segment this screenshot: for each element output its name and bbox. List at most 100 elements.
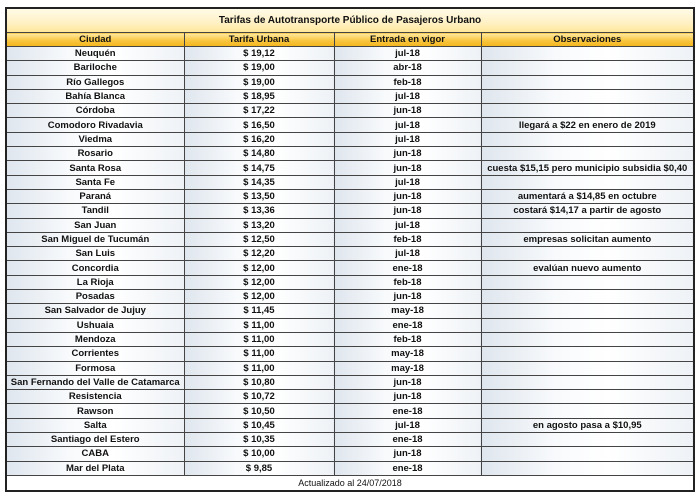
table-title: Tarifas de Autotransporte Público de Pas… bbox=[5, 7, 695, 33]
notes-cell bbox=[480, 374, 695, 391]
table-row: Río Gallegos $ 19,00 feb-18 bbox=[5, 74, 695, 90]
notes-cell: cuesta $15,15 pero municipio subsidia $0… bbox=[480, 160, 695, 176]
effective-date-cell: jul-18 bbox=[333, 174, 482, 190]
header-ciudad: Ciudad bbox=[5, 32, 185, 47]
table-row: Santiago del Estero $ 10,35 ene-18 bbox=[5, 432, 695, 448]
table-row: Santa Fe $ 14,35 jul-18 bbox=[5, 174, 695, 190]
table-row: Viedma $ 16,20 jul-18 bbox=[5, 131, 695, 148]
city-cell: Corrientes bbox=[5, 346, 185, 362]
fare-cell: $ 13,50 bbox=[183, 188, 335, 205]
fare-cell: $ 10,72 bbox=[183, 389, 335, 405]
table-row: Tandil $ 13,36 jun-18 costará $14,17 a part… bbox=[5, 203, 695, 219]
header-entrada: Entrada en vigor bbox=[333, 32, 482, 47]
effective-date-cell: may-18 bbox=[333, 303, 482, 319]
city-cell: Posadas bbox=[5, 289, 185, 305]
fare-cell: $ 10,50 bbox=[183, 403, 335, 419]
city-cell: San Luis bbox=[5, 246, 185, 262]
updated-note: Actualizado al 24/07/2018 bbox=[5, 474, 695, 492]
effective-date-cell: may-18 bbox=[333, 346, 482, 362]
effective-date-cell: ene-18 bbox=[333, 432, 482, 448]
effective-date-cell: feb-18 bbox=[333, 74, 482, 90]
effective-date-cell: jun-18 bbox=[333, 389, 482, 405]
notes-cell bbox=[480, 389, 695, 405]
table-row: San Fernando del Valle de Catamarca $ 10,… bbox=[5, 374, 695, 391]
notes-cell bbox=[480, 274, 695, 291]
table-row: Ushuaia $ 11,00 ene-18 bbox=[5, 317, 695, 333]
table-row: Resistencia $ 10,72 jun-18 bbox=[5, 389, 695, 405]
city-cell: Concordia bbox=[5, 260, 185, 276]
notes-cell: llegará a $22 en enero de 2019 bbox=[480, 117, 695, 133]
effective-date-cell: ene-18 bbox=[333, 460, 482, 476]
table-row: San Juan $ 13,20 jul-18 bbox=[5, 217, 695, 233]
fare-cell: $ 14,35 bbox=[183, 174, 335, 190]
city-cell: Santiago del Estero bbox=[5, 432, 185, 448]
fare-table: Tarifas de Autotransporte Público de Pas… bbox=[5, 7, 696, 492]
city-cell: CABA bbox=[5, 446, 185, 462]
fare-cell: $ 10,35 bbox=[183, 432, 335, 448]
effective-date-cell: feb-18 bbox=[333, 274, 482, 291]
city-cell: Viedma bbox=[5, 131, 185, 148]
table-row: Neuquén $ 19,12 jul-18 bbox=[5, 45, 695, 62]
fare-cell: $ 19,00 bbox=[183, 60, 335, 76]
effective-date-cell: jun-18 bbox=[333, 446, 482, 462]
fare-cell: $ 19,00 bbox=[183, 74, 335, 90]
effective-date-cell: jun-18 bbox=[333, 374, 482, 391]
table-title-row: Tarifas de Autotransporte Público de Pas… bbox=[5, 7, 695, 33]
effective-date-cell: jun-18 bbox=[333, 289, 482, 305]
notes-cell bbox=[480, 346, 695, 362]
effective-date-cell: abr-18 bbox=[333, 60, 482, 76]
notes-cell bbox=[480, 131, 695, 148]
fare-cell: $ 11,00 bbox=[183, 317, 335, 333]
effective-date-cell: jun-18 bbox=[333, 103, 482, 119]
effective-date-cell: jul-18 bbox=[333, 417, 482, 434]
table-row: Córdoba $ 17,22 jun-18 bbox=[5, 103, 695, 119]
table-row: San Salvador de Jujuy $ 11,45 may-18 bbox=[5, 303, 695, 319]
notes-cell: empresas solicitan aumento bbox=[480, 231, 695, 248]
city-cell: Santa Fe bbox=[5, 174, 185, 190]
city-cell: Ushuaia bbox=[5, 317, 185, 333]
table-row: La Rioja $ 12,00 feb-18 bbox=[5, 274, 695, 291]
effective-date-cell: ene-18 bbox=[333, 317, 482, 333]
city-cell: Río Gallegos bbox=[5, 74, 185, 90]
fare-cell: $ 12,00 bbox=[183, 274, 335, 291]
effective-date-cell: jul-18 bbox=[333, 131, 482, 148]
notes-cell bbox=[480, 432, 695, 448]
table-row: Mendoza $ 11,00 feb-18 bbox=[5, 331, 695, 348]
city-cell: Santa Rosa bbox=[5, 160, 185, 176]
city-cell: Bahía Blanca bbox=[5, 88, 185, 105]
fare-cell: $ 10,80 bbox=[183, 374, 335, 391]
city-cell: San Fernando del Valle de Catamarca bbox=[5, 374, 185, 391]
notes-cell bbox=[480, 317, 695, 333]
notes-cell bbox=[480, 103, 695, 119]
effective-date-cell: may-18 bbox=[333, 360, 482, 376]
fare-cell: $ 14,75 bbox=[183, 160, 335, 176]
table-row: Paraná $ 13,50 jun-18 aumentará a $14,85 en… bbox=[5, 188, 695, 205]
fare-cell: $ 14,80 bbox=[183, 146, 335, 162]
city-cell: San Juan bbox=[5, 217, 185, 233]
city-cell: Mendoza bbox=[5, 331, 185, 348]
header-observaciones: Observaciones bbox=[480, 32, 695, 47]
city-cell: Rosario bbox=[5, 146, 185, 162]
fare-cell: $ 12,00 bbox=[183, 260, 335, 276]
table-row: Posadas $ 12,00 jun-18 bbox=[5, 289, 695, 305]
notes-cell: evalúan nuevo aumento bbox=[480, 260, 695, 276]
table-row: Corrientes $ 11,00 may-18 bbox=[5, 346, 695, 362]
effective-date-cell: jun-18 bbox=[333, 160, 482, 176]
city-cell: Neuquén bbox=[5, 45, 185, 62]
effective-date-cell: feb-18 bbox=[333, 331, 482, 348]
city-cell: Paraná bbox=[5, 188, 185, 205]
fare-cell: $ 11,00 bbox=[183, 346, 335, 362]
city-cell: Mar del Plata bbox=[5, 460, 185, 476]
header-row: Ciudad Tarifa Urbana Entrada en vigor Ob… bbox=[5, 32, 695, 47]
table-body: Neuquén $ 19,12 jul-18 Bariloche $ 19,00 abr-… bbox=[5, 45, 695, 476]
notes-cell bbox=[480, 45, 695, 62]
table-row: San Miguel de Tucumán $ 12,50 feb-18 empres… bbox=[5, 231, 695, 248]
table-row: Bahía Blanca $ 18,95 jul-18 bbox=[5, 88, 695, 105]
city-cell: La Rioja bbox=[5, 274, 185, 291]
fare-cell: $ 12,50 bbox=[183, 231, 335, 248]
notes-cell bbox=[480, 303, 695, 319]
table-row: CABA $ 10,00 jun-18 bbox=[5, 446, 695, 462]
notes-cell bbox=[480, 146, 695, 162]
notes-cell bbox=[480, 289, 695, 305]
notes-cell bbox=[480, 246, 695, 262]
